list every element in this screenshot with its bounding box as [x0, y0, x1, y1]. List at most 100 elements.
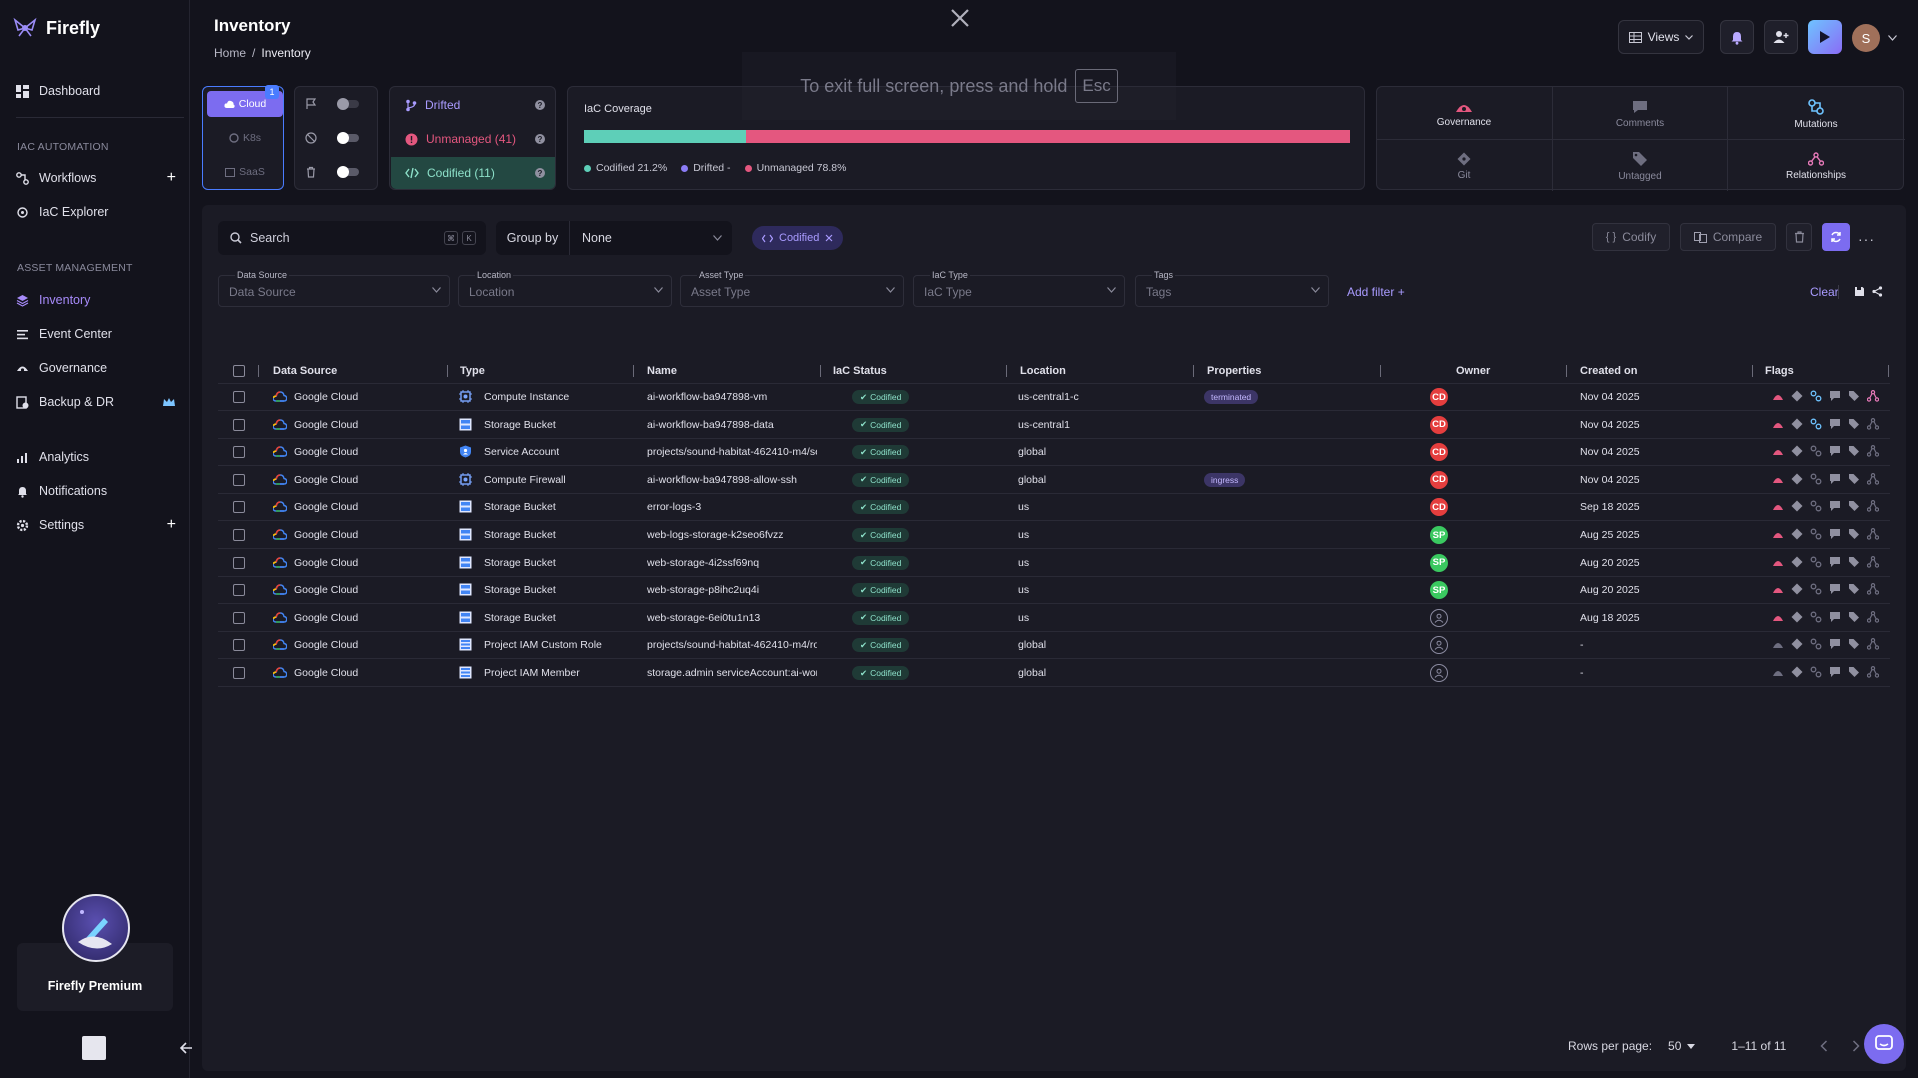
cell-name[interactable]: web-storage-6ei0tu1n13 — [647, 611, 761, 624]
col-iac-status[interactable]: IaC Status — [833, 365, 887, 377]
relationships-flag-icon[interactable] — [1867, 417, 1879, 430]
table-row[interactable]: Google Cloud Project IAM Custom Role proje… — [218, 632, 1890, 660]
next-page-icon[interactable] — [1852, 1040, 1860, 1052]
relationships-flag-icon[interactable] — [1867, 610, 1879, 623]
table-row[interactable]: Google Cloud Compute Firewall ai-workflow-… — [218, 467, 1890, 494]
filter-data-source[interactable]: Data Source Data Source — [218, 270, 450, 307]
filter-iac-type[interactable]: IaC Type IaC Type — [913, 270, 1125, 307]
help-icon[interactable]: ? — [535, 100, 545, 110]
exclude-toggle[interactable] — [337, 132, 359, 144]
state-unmanaged[interactable]: Unmanaged (41) ? — [391, 123, 555, 155]
col-data-source[interactable]: Data Source — [273, 365, 338, 377]
nav-settings[interactable]: Settings + — [16, 516, 176, 533]
relationships-flag-icon[interactable] — [1867, 638, 1879, 651]
row-checkbox[interactable] — [233, 446, 245, 459]
support-chat-button[interactable] — [1864, 1024, 1904, 1064]
mutations-flag-icon[interactable] — [1810, 445, 1822, 457]
row-checkbox[interactable] — [233, 556, 245, 569]
governance-flag-icon[interactable] — [1772, 666, 1784, 678]
git-flag-icon[interactable] — [1791, 390, 1803, 402]
insight-untagged[interactable]: Untagged — [1553, 141, 1727, 191]
help-icon[interactable]: ? — [535, 168, 545, 178]
comment-flag-icon[interactable] — [1829, 473, 1841, 485]
table-row[interactable]: Google Cloud Storage Bucket web-storage-4i… — [218, 550, 1890, 577]
nav-governance[interactable]: Governance — [16, 361, 176, 375]
table-row[interactable]: Google Cloud Compute Instance ai-workflow-… — [218, 384, 1890, 411]
table-row[interactable]: Google Cloud Storage Bucket web-storage-6e… — [218, 605, 1890, 632]
table-row[interactable]: Google Cloud Storage Bucket web-storage-p8… — [218, 577, 1890, 605]
no-owner-icon[interactable] — [1430, 664, 1448, 682]
state-codified[interactable]: Codified (11) ? — [391, 157, 555, 189]
help-icon[interactable]: ? — [535, 134, 545, 144]
governance-flag-icon[interactable] — [1772, 445, 1784, 457]
governance-flag-icon[interactable] — [1772, 418, 1784, 430]
owner-avatar[interactable]: SP — [1430, 526, 1448, 544]
git-flag-icon[interactable] — [1791, 528, 1803, 540]
share-icon[interactable] — [1872, 286, 1883, 297]
refresh-button[interactable] — [1822, 223, 1850, 251]
play-button[interactable] — [1808, 20, 1842, 54]
col-properties[interactable]: Properties — [1207, 365, 1262, 377]
owner-avatar[interactable]: CD — [1430, 443, 1448, 462]
governance-flag-icon[interactable] — [1772, 390, 1784, 402]
comment-flag-icon[interactable] — [1829, 528, 1841, 540]
col-type[interactable]: Type — [460, 365, 485, 377]
relationships-flag-icon[interactable] — [1867, 555, 1879, 568]
deleted-toggle[interactable] — [337, 166, 359, 178]
mutations-flag-icon[interactable] — [1810, 500, 1822, 512]
git-flag-icon[interactable] — [1791, 611, 1803, 623]
remove-filter-icon[interactable] — [825, 234, 833, 242]
search-box[interactable]: Search ⌘ K — [218, 221, 486, 255]
state-drifted[interactable]: Drifted ? — [391, 89, 555, 121]
nav-backup[interactable]: Backup & DR — [16, 395, 176, 409]
relationships-flag-icon[interactable] — [1867, 583, 1879, 595]
row-checkbox[interactable] — [233, 639, 245, 652]
tag-flag-icon[interactable] — [1848, 445, 1860, 457]
row-checkbox[interactable] — [233, 584, 245, 597]
governance-flag-icon[interactable] — [1772, 500, 1784, 512]
delete-button[interactable] — [1786, 223, 1812, 251]
governance-flag-icon[interactable] — [1772, 638, 1784, 650]
cell-name[interactable]: projects/sound-habitat-462410-m4/ser — [647, 446, 817, 459]
comment-flag-icon[interactable] — [1829, 638, 1841, 650]
mutations-flag-icon[interactable] — [1810, 418, 1822, 430]
table-row[interactable]: Google Cloud Service Account projects/soun… — [218, 439, 1890, 467]
tag-flag-icon[interactable] — [1848, 638, 1860, 650]
mutations-flag-icon[interactable] — [1810, 390, 1822, 402]
tag-flag-icon[interactable] — [1848, 418, 1860, 430]
tag-flag-icon[interactable] — [1848, 473, 1860, 485]
add-settings-icon[interactable]: + — [166, 516, 176, 533]
comment-flag-icon[interactable] — [1829, 583, 1841, 595]
row-checkbox[interactable] — [233, 501, 245, 514]
save-icon[interactable] — [1854, 286, 1865, 297]
relationships-flag-icon[interactable] — [1867, 445, 1879, 457]
collapse-sidebar-icon[interactable] — [180, 1042, 194, 1054]
nav-event-center[interactable]: Event Center — [16, 327, 176, 341]
comment-flag-icon[interactable] — [1829, 611, 1841, 623]
relationships-flag-icon[interactable] — [1867, 390, 1879, 402]
tag-flag-icon[interactable] — [1848, 583, 1860, 595]
git-flag-icon[interactable] — [1791, 583, 1803, 595]
table-row[interactable]: Google Cloud Storage Bucket error-logs-3 ✔ C… — [218, 494, 1890, 522]
nav-workflows[interactable]: Workflows + — [16, 169, 176, 186]
comment-flag-icon[interactable] — [1829, 556, 1841, 568]
mutations-flag-icon[interactable] — [1810, 638, 1822, 650]
mutations-flag-icon[interactable] — [1810, 583, 1822, 595]
nav-inventory[interactable]: Inventory — [16, 293, 176, 307]
owner-avatar[interactable]: CD — [1430, 498, 1448, 517]
mutations-flag-icon[interactable] — [1810, 666, 1822, 678]
relationships-flag-icon[interactable] — [1867, 500, 1879, 513]
tag-flag-icon[interactable] — [1848, 611, 1860, 623]
cell-name[interactable]: error-logs-3 — [647, 501, 702, 514]
views-button[interactable]: Views — [1618, 20, 1704, 54]
tag-flag-icon[interactable] — [1848, 390, 1860, 402]
row-checkbox[interactable] — [233, 391, 245, 403]
mutations-flag-icon[interactable] — [1810, 611, 1822, 623]
cell-name[interactable]: web-storage-4i2ssf69nq — [647, 556, 760, 569]
prev-page-icon[interactable] — [1820, 1040, 1828, 1052]
relationships-flag-icon[interactable] — [1867, 528, 1879, 540]
owner-avatar[interactable]: CD — [1430, 415, 1448, 434]
git-flag-icon[interactable] — [1791, 638, 1803, 650]
owner-avatar[interactable]: SP — [1430, 553, 1448, 572]
relationships-flag-icon[interactable] — [1867, 666, 1879, 678]
